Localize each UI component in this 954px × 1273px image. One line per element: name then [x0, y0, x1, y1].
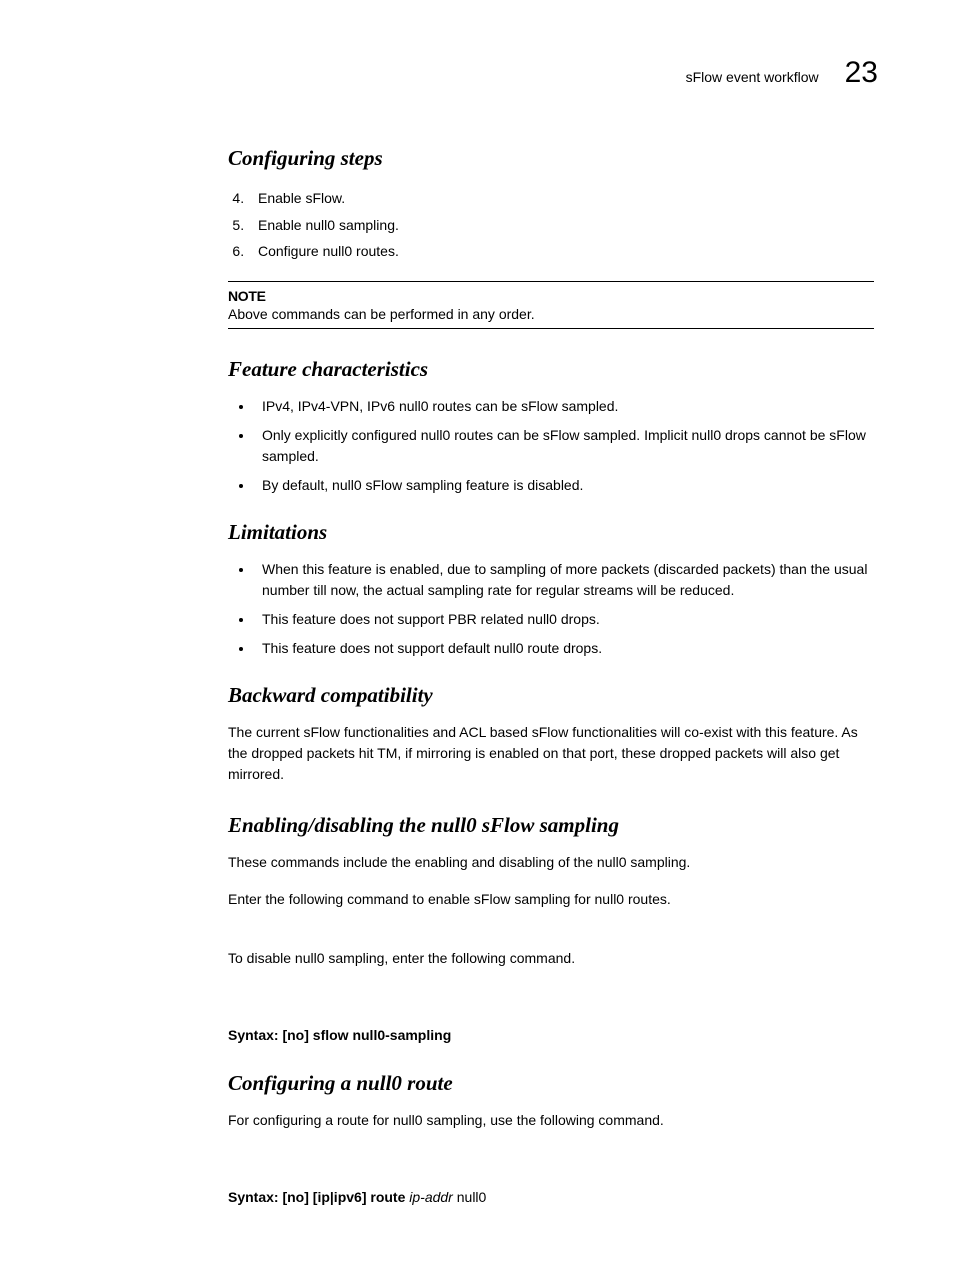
syntax-command: [no] sflow null0-sampling — [282, 1027, 451, 1043]
note-block: NOTE Above commands can be performed in … — [228, 281, 874, 329]
limitations-bullets: When this feature is enabled, due to sam… — [228, 559, 874, 659]
syntax-label: Syntax: — [228, 1027, 282, 1043]
spacer — [228, 926, 874, 948]
steps-list: Enable sFlow. Enable null0 sampling. Con… — [228, 185, 874, 265]
page-header: sFlow event workflow 23 — [70, 58, 884, 88]
heading-backward-compat: Backward compatibility — [228, 683, 874, 708]
backward-compat-paragraph: The current sFlow functionalities and AC… — [228, 722, 874, 785]
bullet-item: This feature does not support default nu… — [254, 638, 874, 659]
header-title: sFlow event workflow — [686, 69, 819, 85]
feature-bullets: IPv4, IPv4-VPN, IPv6 null0 routes can be… — [228, 396, 874, 496]
note-text: Above commands can be performed in any o… — [228, 306, 874, 322]
syntax-line-2: Syntax: [no] [ip|ipv6] route ip-addr nul… — [228, 1189, 874, 1205]
syntax-cmd-part2: null0 — [453, 1189, 486, 1205]
bullet-item: When this feature is enabled, due to sam… — [254, 559, 874, 601]
heading-configuring-null0: Configuring a null0 route — [228, 1071, 874, 1096]
page: sFlow event workflow 23 Configuring step… — [0, 0, 954, 1273]
note-label: NOTE — [228, 288, 874, 304]
enabling-p3: To disable null0 sampling, enter the fol… — [228, 948, 874, 969]
chapter-number: 23 — [845, 58, 878, 88]
heading-feature-characteristics: Feature characteristics — [228, 357, 874, 382]
step-item: Enable null0 sampling. — [248, 212, 874, 239]
heading-enabling-disabling: Enabling/disabling the null0 sFlow sampl… — [228, 813, 874, 838]
bullet-item: This feature does not support PBR relate… — [254, 609, 874, 630]
syntax-label: Syntax: — [228, 1189, 282, 1205]
configuring-null0-p1: For configuring a route for null0 sampli… — [228, 1110, 874, 1131]
heading-configuring-steps: Configuring steps — [228, 146, 874, 171]
enabling-p2: Enter the following command to enable sF… — [228, 889, 874, 910]
spacer — [228, 1147, 874, 1169]
step-item: Enable sFlow. — [248, 185, 874, 212]
bullet-item: By default, null0 sFlow sampling feature… — [254, 475, 874, 496]
enabling-p1: These commands include the enabling and … — [228, 852, 874, 873]
bullet-item: IPv4, IPv4-VPN, IPv6 null0 routes can be… — [254, 396, 874, 417]
content-body: Configuring steps Enable sFlow. Enable n… — [70, 146, 884, 1205]
spacer — [228, 985, 874, 1007]
heading-limitations: Limitations — [228, 520, 874, 545]
step-item: Configure null0 routes. — [248, 238, 874, 265]
syntax-cmd-part1: [no] [ip|ipv6] route — [282, 1189, 409, 1205]
bullet-item: Only explicitly configured null0 routes … — [254, 425, 874, 467]
syntax-line-1: Syntax: [no] sflow null0-sampling — [228, 1027, 874, 1043]
syntax-cmd-italic: ip-addr — [409, 1189, 453, 1205]
